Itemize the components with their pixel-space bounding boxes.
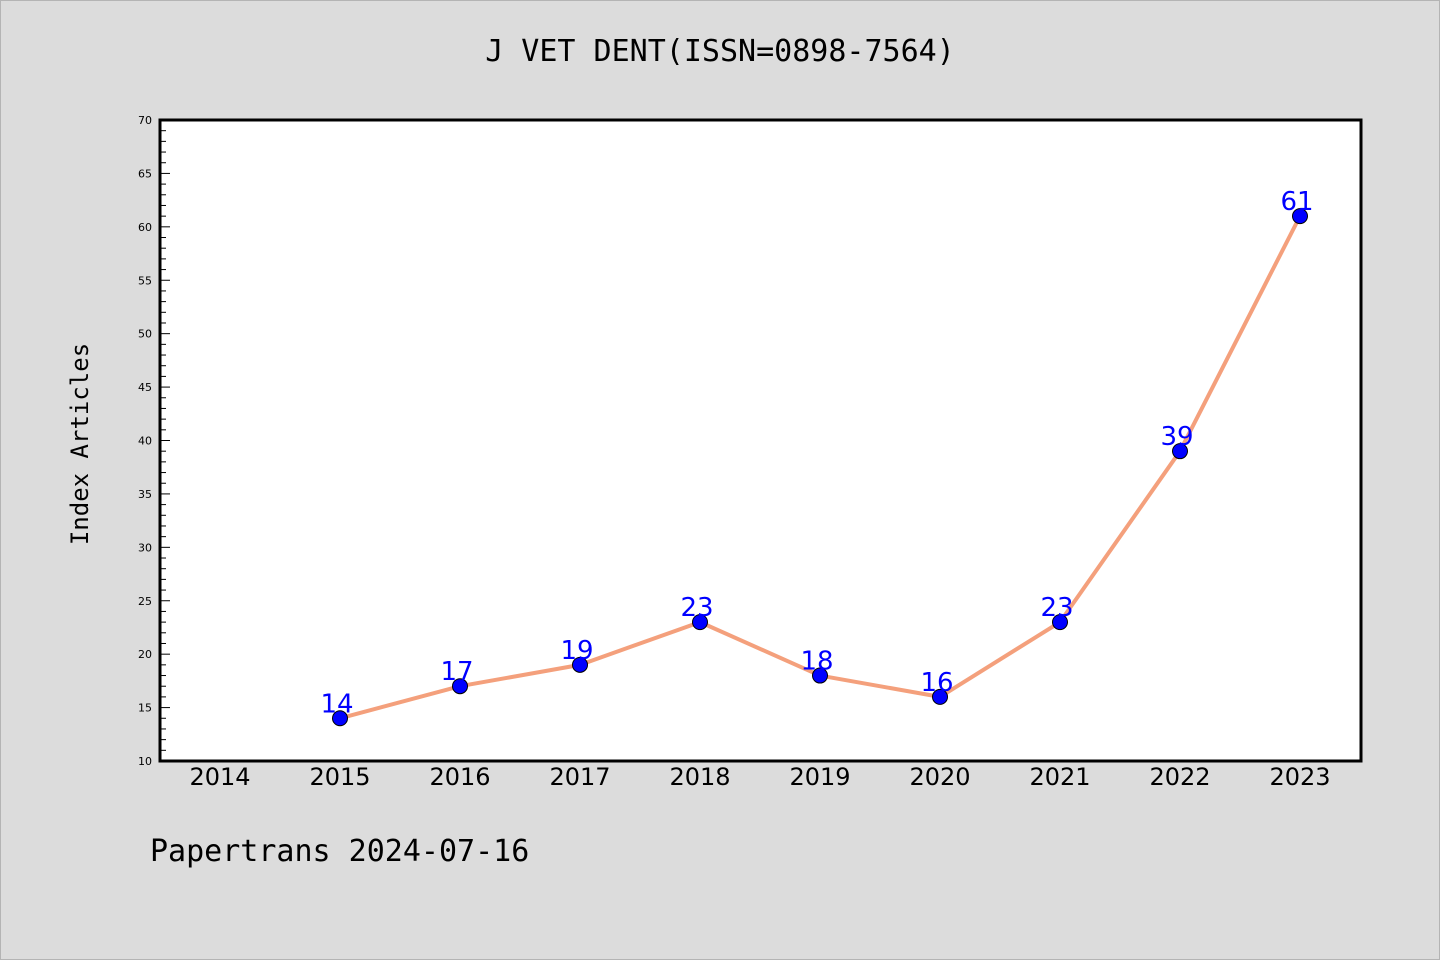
x-tick-label: 2022 <box>1149 763 1210 791</box>
x-tick-label: 2016 <box>429 763 490 791</box>
y-tick-label: 60 <box>138 221 152 234</box>
x-tick-label: 2017 <box>549 763 610 791</box>
plot-border <box>158 118 1363 763</box>
data-label: 14 <box>320 689 353 719</box>
chart-title: J VET DENT(ISSN=0898-7564) <box>485 34 955 69</box>
y-tick-label: 15 <box>138 702 152 715</box>
x-tick-label: 2015 <box>309 763 370 791</box>
y-tick-label: 20 <box>138 648 152 661</box>
data-label: 16 <box>920 668 953 698</box>
y-tick-label: 55 <box>138 274 152 287</box>
data-point <box>452 678 468 695</box>
data-label: 18 <box>800 647 833 677</box>
data-point <box>1052 614 1068 631</box>
data-point <box>332 710 348 727</box>
data-label: 19 <box>560 636 593 666</box>
data-label: 61 <box>1280 187 1313 217</box>
y-tick-label: 30 <box>138 541 152 554</box>
data-point <box>692 614 708 631</box>
y-tick-label: 70 <box>138 114 152 127</box>
data-point <box>812 667 828 684</box>
x-tick-label: 2023 <box>1269 763 1330 791</box>
data-point <box>572 656 588 673</box>
y-tick-label: 50 <box>138 328 152 341</box>
data-label: 23 <box>1040 593 1073 623</box>
y-tick-label: 25 <box>138 595 152 608</box>
x-tick-label: 2014 <box>189 763 250 791</box>
x-tick-label: 2020 <box>909 763 970 791</box>
data-point <box>932 688 948 705</box>
data-point <box>1172 443 1188 460</box>
y-tick-label: 40 <box>138 435 152 448</box>
y-tick-label: 35 <box>138 488 152 501</box>
data-point <box>1292 208 1308 225</box>
x-tick-label: 2019 <box>789 763 850 791</box>
y-tick-label: 65 <box>138 167 152 180</box>
data-label: 39 <box>1160 422 1193 452</box>
x-tick-label: 2021 <box>1029 763 1090 791</box>
footer-text: Papertrans 2024-07-16 <box>150 834 530 869</box>
y-tick-label: 45 <box>138 381 152 394</box>
plot-area <box>160 120 1361 761</box>
data-label: 23 <box>680 593 713 623</box>
data-label: 17 <box>440 657 473 687</box>
y-tick-label: 10 <box>138 755 152 768</box>
x-tick-label: 2018 <box>669 763 730 791</box>
